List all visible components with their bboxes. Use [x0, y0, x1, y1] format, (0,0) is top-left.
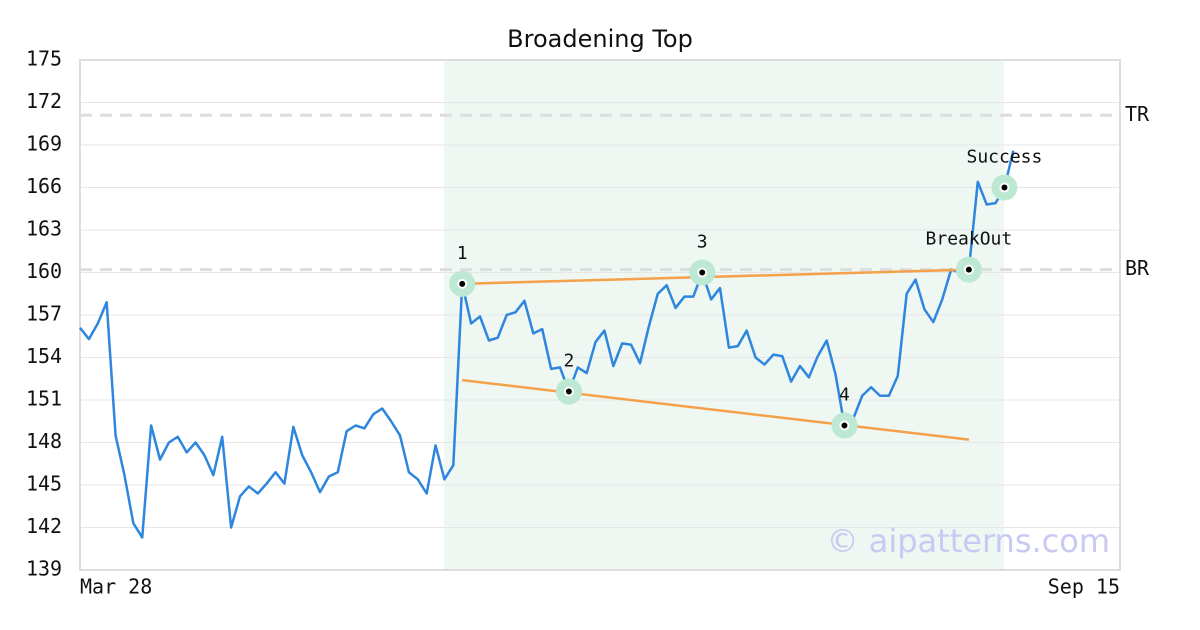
y-tick-label: 148	[26, 429, 62, 453]
price-line	[79, 150, 1015, 539]
annotation-label: Success	[967, 147, 1043, 168]
y-tick-label: 172	[26, 89, 62, 113]
y-tick-label: 145	[26, 472, 62, 496]
y-tick-label: 166	[26, 174, 62, 198]
y-tick-label: 151	[26, 387, 62, 411]
marker-dot	[563, 386, 574, 397]
marker-dot	[963, 264, 974, 275]
watermark: © aipatterns.com	[827, 522, 1110, 560]
y-tick-label: 157	[26, 302, 62, 326]
x-tick-label: Sep 15	[1048, 575, 1120, 599]
reference-label: BR	[1125, 256, 1150, 280]
trendline	[462, 378, 970, 441]
y-tick-label: 160	[26, 259, 62, 283]
annotation-label: BreakOut	[926, 229, 1013, 250]
y-tick-label: 163	[26, 217, 62, 241]
annotation-label: 1	[457, 243, 468, 264]
y-tick-label: 142	[26, 514, 62, 538]
marker-dot	[457, 278, 468, 289]
y-tick-label: 169	[26, 132, 62, 156]
annotation-label: 2	[563, 351, 574, 372]
annotation-label: 3	[697, 232, 708, 253]
marker-dot	[697, 267, 708, 278]
x-tick-label: Mar 28	[80, 575, 152, 599]
annotation-label: 4	[839, 385, 850, 406]
marker-dot	[999, 182, 1010, 193]
trendline	[462, 268, 969, 286]
marker-dot	[839, 420, 850, 431]
y-tick-label: 175	[26, 47, 62, 71]
y-tick-label: 154	[26, 344, 62, 368]
chart-title: Broadening Top	[507, 25, 693, 53]
plot-frame	[79, 59, 1121, 571]
reference-label: TR	[1125, 102, 1150, 126]
y-tick-label: 139	[26, 557, 62, 581]
